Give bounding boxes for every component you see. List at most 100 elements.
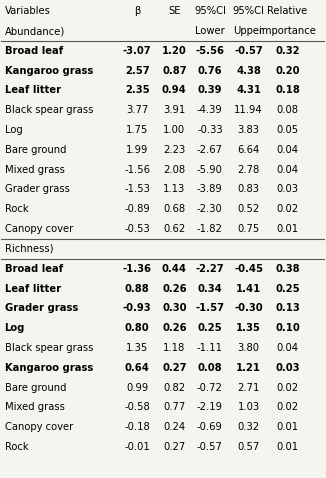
Text: 2.78: 2.78	[238, 165, 260, 174]
Text: -0.57: -0.57	[234, 46, 263, 56]
Text: Rock: Rock	[5, 442, 28, 452]
Text: Kangaroo grass: Kangaroo grass	[5, 363, 93, 373]
Text: Relative: Relative	[267, 6, 307, 16]
Text: 0.03: 0.03	[276, 185, 298, 195]
Text: Black spear grass: Black spear grass	[5, 105, 93, 115]
Text: 0.04: 0.04	[276, 165, 298, 174]
Text: 0.62: 0.62	[163, 224, 185, 234]
Text: Black spear grass: Black spear grass	[5, 343, 93, 353]
Text: 0.80: 0.80	[125, 323, 149, 333]
Text: 0.08: 0.08	[276, 105, 298, 115]
Text: 0.34: 0.34	[198, 283, 222, 293]
Text: 0.44: 0.44	[162, 264, 187, 274]
Text: 4.38: 4.38	[236, 65, 261, 76]
Text: 0.27: 0.27	[163, 442, 185, 452]
Text: 11.94: 11.94	[234, 105, 263, 115]
Text: 0.82: 0.82	[163, 382, 185, 392]
Text: -0.45: -0.45	[234, 264, 263, 274]
Text: 3.80: 3.80	[238, 343, 259, 353]
Text: 2.57: 2.57	[125, 65, 149, 76]
Text: Lower: Lower	[195, 26, 225, 36]
Text: 0.88: 0.88	[125, 283, 150, 293]
Text: -1.57: -1.57	[195, 304, 224, 313]
Text: 0.94: 0.94	[162, 86, 187, 96]
Text: 1.75: 1.75	[126, 125, 148, 135]
Text: 0.04: 0.04	[276, 343, 298, 353]
Text: 1.99: 1.99	[126, 145, 148, 155]
Text: -0.01: -0.01	[124, 442, 150, 452]
Text: Richness): Richness)	[5, 244, 53, 254]
Text: -0.58: -0.58	[124, 402, 150, 413]
Text: 0.39: 0.39	[198, 86, 222, 96]
Text: -2.67: -2.67	[197, 145, 223, 155]
Text: 0.01: 0.01	[276, 224, 299, 234]
Text: -1.82: -1.82	[197, 224, 223, 234]
Text: 0.25: 0.25	[275, 283, 300, 293]
Text: 95%CI: 95%CI	[233, 6, 265, 16]
Text: Canopy cover: Canopy cover	[5, 224, 73, 234]
Text: 4.31: 4.31	[236, 86, 261, 96]
Text: Leaf litter: Leaf litter	[5, 86, 61, 96]
Text: -1.11: -1.11	[197, 343, 223, 353]
Text: Bare ground: Bare ground	[5, 382, 66, 392]
Text: -1.56: -1.56	[124, 165, 150, 174]
Text: Log: Log	[5, 125, 22, 135]
Text: -4.39: -4.39	[197, 105, 223, 115]
Text: 0.05: 0.05	[276, 125, 299, 135]
Text: 0.77: 0.77	[163, 402, 185, 413]
Text: Rock: Rock	[5, 204, 28, 214]
Text: -0.53: -0.53	[124, 224, 150, 234]
Text: 2.08: 2.08	[163, 165, 185, 174]
Text: Broad leaf: Broad leaf	[5, 264, 63, 274]
Text: -0.57: -0.57	[197, 442, 223, 452]
Text: -0.33: -0.33	[197, 125, 223, 135]
Text: 1.18: 1.18	[163, 343, 185, 353]
Text: 0.27: 0.27	[162, 363, 186, 373]
Text: 0.01: 0.01	[276, 442, 299, 452]
Text: 0.02: 0.02	[276, 382, 299, 392]
Text: 95%CI: 95%CI	[194, 6, 226, 16]
Text: 0.02: 0.02	[276, 402, 299, 413]
Text: 0.57: 0.57	[238, 442, 260, 452]
Text: 3.77: 3.77	[126, 105, 148, 115]
Text: -0.30: -0.30	[234, 304, 263, 313]
Text: 0.04: 0.04	[276, 145, 298, 155]
Text: -2.30: -2.30	[197, 204, 223, 214]
Text: 2.71: 2.71	[237, 382, 260, 392]
Text: 0.32: 0.32	[275, 46, 300, 56]
Text: -5.90: -5.90	[197, 165, 223, 174]
Text: β: β	[134, 6, 140, 16]
Text: -0.93: -0.93	[123, 304, 152, 313]
Text: 0.76: 0.76	[198, 65, 222, 76]
Text: -1.53: -1.53	[124, 185, 150, 195]
Text: -0.89: -0.89	[124, 204, 150, 214]
Text: 0.26: 0.26	[162, 283, 186, 293]
Text: Log: Log	[5, 323, 25, 333]
Text: 0.18: 0.18	[275, 86, 300, 96]
Text: 3.91: 3.91	[163, 105, 185, 115]
Text: -3.89: -3.89	[197, 185, 223, 195]
Text: Leaf litter: Leaf litter	[5, 283, 61, 293]
Text: 1.13: 1.13	[163, 185, 185, 195]
Text: 2.23: 2.23	[163, 145, 185, 155]
Text: 0.38: 0.38	[275, 264, 300, 274]
Text: Mixed grass: Mixed grass	[5, 165, 65, 174]
Text: SE: SE	[168, 6, 181, 16]
Text: Mixed grass: Mixed grass	[5, 402, 65, 413]
Text: 0.02: 0.02	[276, 204, 299, 214]
Text: Grader grass: Grader grass	[5, 185, 69, 195]
Text: 0.08: 0.08	[198, 363, 222, 373]
Text: 0.26: 0.26	[162, 323, 186, 333]
Text: 0.01: 0.01	[276, 422, 299, 432]
Text: 0.99: 0.99	[126, 382, 148, 392]
Text: 0.03: 0.03	[275, 363, 300, 373]
Text: 0.25: 0.25	[198, 323, 222, 333]
Text: 0.68: 0.68	[163, 204, 185, 214]
Text: 0.64: 0.64	[125, 363, 150, 373]
Text: 1.20: 1.20	[162, 46, 187, 56]
Text: 1.35: 1.35	[236, 323, 261, 333]
Text: 1.03: 1.03	[238, 402, 260, 413]
Text: Variables: Variables	[5, 6, 51, 16]
Text: 1.41: 1.41	[236, 283, 261, 293]
Text: -2.27: -2.27	[196, 264, 224, 274]
